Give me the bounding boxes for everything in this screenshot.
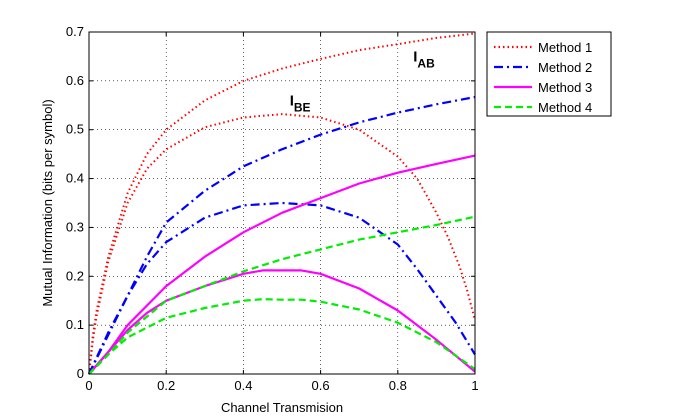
x-tick-label: 0 xyxy=(85,378,92,393)
legend-label-method-2: Method 2 xyxy=(538,60,592,75)
y-tick-label: 0.3 xyxy=(66,219,84,234)
legend: Method 1 Method 2 Method 3 Method 4 xyxy=(486,31,612,117)
annotation-i-ab: IAB xyxy=(413,48,435,70)
x-tick-label: 0.8 xyxy=(389,378,407,393)
axis-ticks: 0 0.2 0.4 0.6 0.8 1 0 0.1 0.2 0.3 0.4 0.5 0.6 0.7 xyxy=(66,24,479,393)
x-tick-label: 0.4 xyxy=(234,378,252,393)
legend-label-method-1: Method 1 xyxy=(538,40,592,55)
plot-frame xyxy=(88,31,476,375)
y-tick-label: 0.1 xyxy=(66,317,84,332)
plot-curves xyxy=(88,32,476,375)
annotation-subscript: BE xyxy=(294,100,311,114)
series-line-method-4-ab xyxy=(88,215,476,375)
series-line-method-4-be xyxy=(88,298,476,375)
legend-label-method-3: Method 3 xyxy=(538,80,592,95)
y-tick-label: 0.6 xyxy=(66,73,84,88)
annotation-main: I xyxy=(290,92,294,109)
x-tick-label: 0.2 xyxy=(157,378,175,393)
series-line-method-1-ab xyxy=(88,32,476,375)
series-line-method-1-be xyxy=(88,113,476,375)
y-tick-label: 0.2 xyxy=(66,268,84,283)
x-tick-label: 0.6 xyxy=(312,378,330,393)
y-tick-label: 0.7 xyxy=(66,24,84,39)
series-line-method-3-be xyxy=(88,269,476,375)
grid xyxy=(89,32,475,374)
annotation-i-be: IBE xyxy=(290,92,311,114)
annotation-subscript: AB xyxy=(417,56,435,70)
series-line-method-2-be xyxy=(88,201,476,375)
y-tick-label: 0.5 xyxy=(66,122,84,137)
series-line-method-3-ab xyxy=(88,154,476,375)
y-tick-label: 0.4 xyxy=(66,171,84,186)
y-tick-label: 0 xyxy=(77,366,84,381)
x-axis-label: Channel Transmision xyxy=(221,400,343,415)
y-axis-label: Mutual Information (bits per symbol) xyxy=(40,99,55,306)
x-tick-label: 1 xyxy=(471,378,478,393)
legend-label-method-4: Method 4 xyxy=(538,100,592,115)
annotation-main: I xyxy=(413,48,417,65)
